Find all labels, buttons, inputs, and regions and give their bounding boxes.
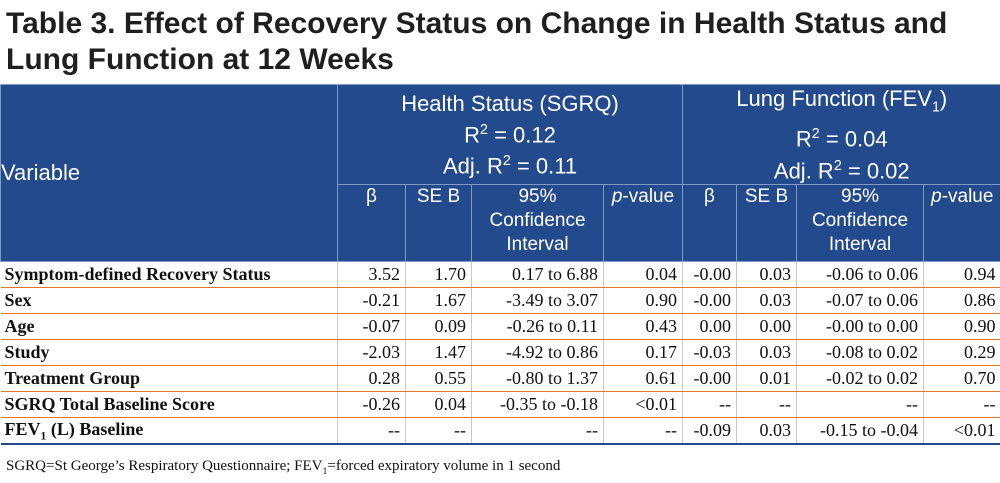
table-cell: 0.04	[603, 261, 684, 289]
table-row: Treatment Group 0.28 0.55 -0.80 to 1.37 …	[0, 365, 1000, 393]
table-cell: 1.67	[405, 287, 472, 315]
table-cell: -0.80 to 1.37	[471, 365, 604, 393]
table-cell: 0.00	[682, 313, 738, 341]
table-cell: --	[337, 417, 406, 446]
table-cell: --	[923, 391, 1000, 419]
table-cell: 0.29	[923, 339, 1000, 367]
table-cell: -0.06 to 0.06	[796, 261, 925, 289]
table-cell: -0.35 to -0.18	[471, 391, 604, 419]
table-cell: <0.01	[603, 391, 684, 419]
table-cell: -0.26 to 0.11	[471, 313, 604, 341]
table-cell: 0.09	[405, 313, 472, 341]
table-cell: -2.03	[337, 339, 406, 367]
row-label: Treatment Group	[0, 365, 338, 393]
table-cell: 0.86	[923, 287, 1000, 315]
se-b-header: SE B	[736, 184, 798, 263]
table-cell: -0.15 to -0.04	[796, 417, 925, 446]
table-cell: --	[796, 391, 925, 419]
results-table: Variable Health Status (SGRQ) R2 = 0.12 …	[0, 83, 1000, 446]
table-cell: -0.00	[682, 261, 738, 289]
table-cell: 3.52	[337, 261, 406, 289]
table-cell: --	[682, 391, 738, 419]
table-cell: --	[603, 417, 684, 446]
table-cell: -0.07 to 0.06	[796, 287, 925, 315]
row-label: Study	[0, 339, 338, 367]
row-label: FEV1 (L) Baseline	[0, 417, 338, 446]
table-cell: 0.94	[923, 261, 1000, 289]
table-cell: 0.03	[736, 287, 798, 315]
table-row: FEV1 (L) Baseline -- -- -- -- -0.09 0.03…	[0, 417, 1000, 446]
table-cell: -0.21	[337, 287, 406, 315]
table-cell: 0.90	[923, 313, 1000, 341]
table-cell: -0.00 to 0.00	[796, 313, 925, 341]
table-cell: 0.17	[603, 339, 684, 367]
lung-function-title: Lung Function (FEV1)	[736, 86, 948, 116]
table-cell: -0.00	[682, 365, 738, 393]
table-cell: --	[471, 417, 604, 446]
table-cell: 0.70	[923, 365, 1000, 393]
table-cell: 0.00	[736, 313, 798, 341]
header-sub-row: β SE B 95% Confidence Interval p-value β…	[1, 184, 1000, 263]
table-cell: 0.03	[736, 261, 798, 289]
table-cell: -0.09	[682, 417, 738, 446]
lung-function-adj-r2: Adj. R2 = 0.02	[773, 157, 910, 184]
row-label: Symptom-defined Recovery Status	[0, 261, 338, 289]
table-cell: 0.04	[405, 391, 472, 419]
table-cell: 0.03	[736, 339, 798, 367]
row-label: Age	[0, 313, 338, 341]
table-cell: -4.92 to 0.86	[471, 339, 604, 367]
table-cell: <0.01	[923, 417, 1000, 446]
header-group-row: Variable Health Status (SGRQ) R2 = 0.12 …	[0, 83, 1000, 263]
p-value-header: p-value	[602, 184, 684, 263]
table-row: SGRQ Total Baseline Score -0.26 0.04 -0.…	[0, 391, 1000, 419]
table-cell: 0.90	[603, 287, 684, 315]
p-value-header: p-value	[923, 184, 1000, 263]
health-status-group-header: Health Status (SGRQ) R2 = 0.12 Adj. R2 =…	[336, 83, 684, 186]
variable-header: Variable	[0, 83, 338, 263]
table-row: Symptom-defined Recovery Status 3.52 1.7…	[0, 261, 1000, 289]
table-row: Age -0.07 0.09 -0.26 to 0.11 0.43 0.00 0…	[0, 313, 1000, 341]
table-cell: 0.61	[603, 365, 684, 393]
footnote: SGRQ=St George’s Respiratory Questionnai…	[6, 458, 561, 477]
table-cell: 0.01	[736, 365, 798, 393]
row-label: Sex	[0, 287, 338, 315]
table-title: Table 3. Effect of Recovery Status on Ch…	[6, 7, 948, 76]
table-cell: --	[405, 417, 472, 446]
lung-function-group-header: Lung Function (FEV1) R2 = 0.04 Adj. R2 =…	[682, 83, 1000, 186]
beta-header: β	[682, 184, 738, 263]
table-row: Sex -0.21 1.67 -3.49 to 3.07 0.90 -0.00 …	[0, 287, 1000, 315]
table-cell: -3.49 to 3.07	[471, 287, 604, 315]
table-cell: 0.55	[405, 365, 472, 393]
table-row: Study -2.03 1.47 -4.92 to 0.86 0.17 -0.0…	[0, 339, 1000, 367]
ci-header: 95% Confidence Interval	[471, 184, 604, 263]
table-cell: 1.47	[405, 339, 472, 367]
table-cell: -0.00	[682, 287, 738, 315]
table-cell: 0.17 to 6.88	[471, 261, 604, 289]
health-status-r2: R2 = 0.12	[464, 121, 556, 148]
beta-header: β	[337, 184, 406, 263]
table-cell: -0.07	[337, 313, 406, 341]
table-cell: 0.28	[337, 365, 406, 393]
table-cell: 0.43	[603, 313, 684, 341]
table-cell: 0.03	[736, 417, 798, 446]
table-cell: --	[736, 391, 798, 419]
health-status-title: Health Status (SGRQ)	[401, 90, 619, 116]
table-cell: -0.02 to 0.02	[796, 365, 925, 393]
row-label: SGRQ Total Baseline Score	[0, 391, 338, 419]
table-cell: -0.08 to 0.02	[796, 339, 925, 367]
table-cell: 1.70	[405, 261, 472, 289]
table-cell: -0.03	[682, 339, 738, 367]
table-cell: -0.26	[337, 391, 406, 419]
health-status-adj-r2: Adj. R2 = 0.11	[442, 153, 578, 179]
ci-header: 95% Confidence Interval	[796, 184, 925, 263]
se-b-header: SE B	[405, 184, 472, 263]
lung-function-r2: R2 = 0.04	[795, 126, 888, 152]
